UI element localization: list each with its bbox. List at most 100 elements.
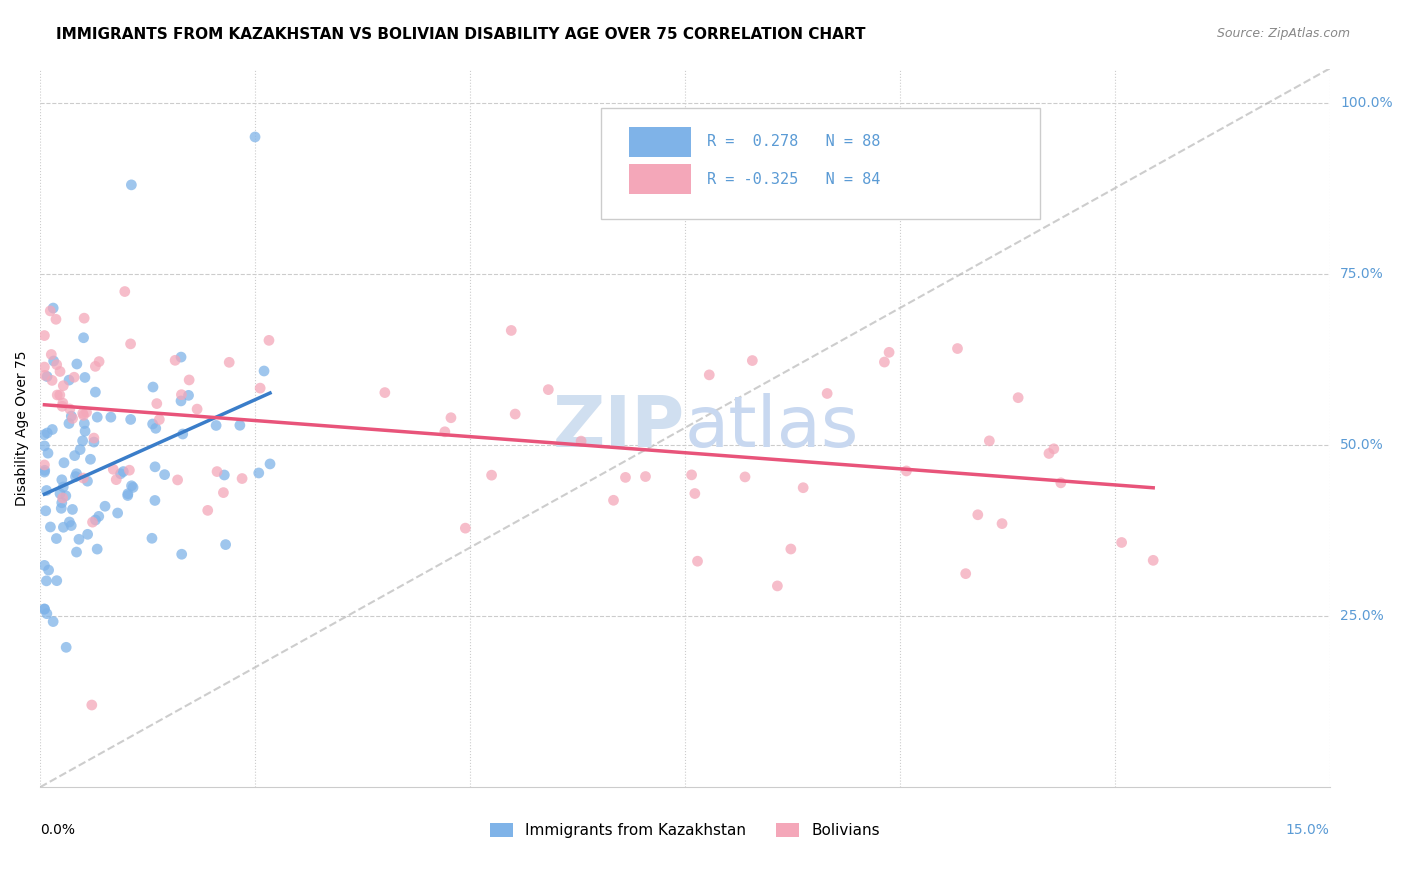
Point bbox=[45, 574, 67, 588]
Point bbox=[569, 434, 592, 449]
Point bbox=[46, 388, 69, 402]
Text: 15.0%: 15.0% bbox=[1285, 823, 1330, 837]
Point bbox=[52, 480, 75, 494]
Point bbox=[83, 431, 105, 445]
Point bbox=[1038, 446, 1060, 460]
Point bbox=[55, 640, 77, 655]
Point bbox=[170, 387, 193, 401]
Point bbox=[59, 401, 82, 416]
Point bbox=[165, 353, 187, 368]
Point bbox=[51, 496, 73, 510]
Point bbox=[170, 547, 193, 561]
Point bbox=[72, 434, 94, 448]
Point bbox=[49, 364, 72, 378]
Point bbox=[84, 359, 107, 374]
Point bbox=[60, 518, 83, 533]
Point bbox=[741, 353, 763, 368]
Point bbox=[76, 527, 98, 541]
Point bbox=[72, 331, 94, 345]
Point bbox=[80, 698, 103, 712]
Point bbox=[67, 533, 90, 547]
Point bbox=[79, 452, 101, 467]
Point bbox=[734, 470, 756, 484]
Point bbox=[214, 538, 236, 552]
Point bbox=[766, 579, 789, 593]
Point bbox=[39, 304, 62, 318]
Point bbox=[614, 470, 637, 484]
Point bbox=[76, 474, 98, 488]
Point bbox=[212, 485, 235, 500]
Point bbox=[58, 417, 80, 431]
Point bbox=[52, 456, 75, 470]
Point bbox=[634, 469, 657, 483]
Point bbox=[42, 615, 65, 629]
Point bbox=[49, 486, 72, 500]
Point bbox=[72, 409, 94, 423]
Point bbox=[63, 370, 86, 384]
Point bbox=[52, 520, 75, 534]
Point bbox=[966, 508, 988, 522]
Point bbox=[52, 378, 75, 392]
Point bbox=[35, 574, 58, 588]
Point bbox=[537, 383, 560, 397]
Point bbox=[39, 347, 62, 361]
Point bbox=[602, 493, 624, 508]
Point bbox=[37, 425, 59, 440]
Point bbox=[65, 467, 87, 481]
Point bbox=[38, 563, 60, 577]
Point bbox=[87, 354, 110, 368]
Point bbox=[955, 566, 977, 581]
Point bbox=[118, 463, 141, 477]
Text: IMMIGRANTS FROM KAZAKHSTAN VS BOLIVIAN DISABILITY AGE OVER 75 CORRELATION CHART: IMMIGRANTS FROM KAZAKHSTAN VS BOLIVIAN D… bbox=[56, 27, 866, 42]
Point bbox=[120, 178, 142, 192]
Point bbox=[979, 434, 1001, 448]
Point bbox=[82, 515, 104, 529]
Point bbox=[873, 355, 896, 369]
Point bbox=[73, 370, 96, 384]
Point bbox=[1043, 442, 1066, 456]
Point bbox=[34, 427, 56, 442]
Point bbox=[141, 531, 163, 545]
Point bbox=[34, 458, 56, 472]
Point bbox=[35, 607, 58, 621]
Text: 75.0%: 75.0% bbox=[1340, 267, 1384, 281]
Point bbox=[49, 388, 72, 402]
Point bbox=[34, 558, 56, 573]
Point bbox=[114, 285, 136, 299]
Point bbox=[697, 368, 720, 382]
Point bbox=[120, 412, 142, 426]
Point bbox=[779, 541, 801, 556]
Point bbox=[440, 410, 463, 425]
Bar bbox=[630, 164, 692, 194]
Point bbox=[110, 467, 132, 481]
Point bbox=[143, 459, 166, 474]
Point bbox=[73, 417, 96, 431]
Point bbox=[35, 369, 58, 384]
Point bbox=[100, 410, 122, 425]
Point bbox=[253, 364, 276, 378]
Point bbox=[243, 130, 266, 145]
Point bbox=[229, 418, 252, 433]
Point bbox=[62, 411, 84, 425]
Point bbox=[72, 406, 94, 420]
Point bbox=[34, 328, 56, 343]
Point bbox=[65, 469, 87, 483]
Point bbox=[153, 467, 176, 482]
Point bbox=[63, 449, 86, 463]
Point bbox=[503, 407, 526, 421]
Point bbox=[60, 409, 83, 424]
Text: 25.0%: 25.0% bbox=[1340, 609, 1384, 623]
Point bbox=[76, 405, 98, 419]
Point bbox=[107, 506, 129, 520]
Point bbox=[34, 439, 56, 453]
Point bbox=[35, 504, 58, 518]
Point bbox=[896, 464, 918, 478]
Legend: Immigrants from Kazakhstan, Bolivians: Immigrants from Kazakhstan, Bolivians bbox=[484, 817, 886, 844]
Point bbox=[117, 487, 139, 501]
Text: atlas: atlas bbox=[685, 393, 859, 462]
Point bbox=[142, 417, 165, 431]
Point bbox=[35, 483, 58, 498]
Point bbox=[41, 373, 63, 387]
Point bbox=[87, 509, 110, 524]
Point bbox=[205, 465, 228, 479]
